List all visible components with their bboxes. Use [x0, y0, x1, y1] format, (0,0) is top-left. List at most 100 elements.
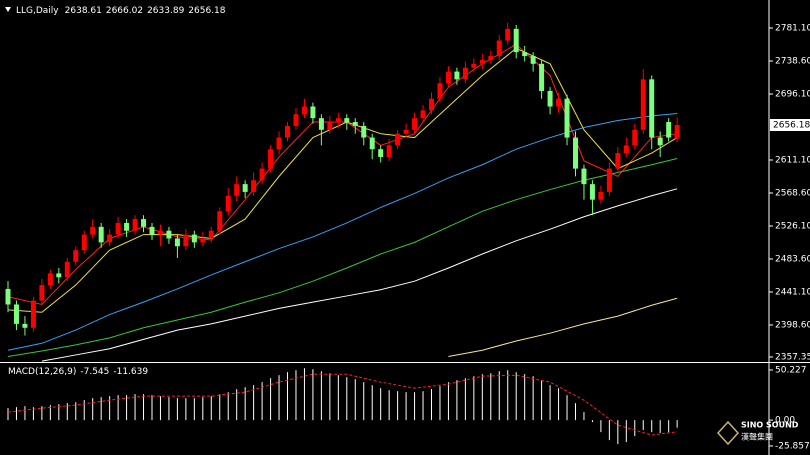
candle-body — [606, 168, 612, 192]
candle-body — [403, 129, 409, 134]
candle-body — [454, 71, 460, 80]
candle-body — [513, 28, 519, 53]
candle-body — [39, 285, 45, 301]
candle-body — [522, 52, 528, 57]
candle-body — [166, 230, 172, 239]
candle-body — [369, 137, 375, 150]
candle-body — [632, 129, 638, 146]
candle-body — [640, 79, 646, 130]
candle-body — [73, 250, 79, 262]
candle-body — [234, 184, 240, 196]
candle-body — [589, 184, 595, 200]
candle-body — [327, 122, 333, 130]
watermark: SINO SOUND 漢聲集團 — [716, 420, 799, 446]
moving-average — [41, 188, 678, 362]
candle-body — [623, 145, 629, 154]
candle-body — [412, 118, 418, 130]
candle-body — [208, 230, 214, 239]
candle-body — [386, 145, 392, 157]
candle-body — [183, 234, 189, 247]
moving-average — [7, 113, 678, 351]
candle-body — [530, 56, 536, 64]
candle-body — [22, 323, 28, 328]
candle-body — [107, 234, 113, 243]
macd-header: MACD(12,26,9) -7.545 -11.639 — [8, 367, 148, 377]
candle-body — [471, 63, 477, 68]
y-tick-label: 2611.10 — [775, 156, 810, 166]
signal-value: -11.639 — [113, 367, 148, 377]
moving-average — [448, 297, 678, 357]
candle-body — [285, 125, 291, 138]
y-tick-label: 2738.60 — [775, 57, 810, 67]
candle-body — [141, 219, 147, 227]
chart-header: LLG,Daily 2638.61 2666.02 2633.89 2656.18 — [16, 6, 226, 16]
y-tick-label: 2357.35 — [775, 352, 810, 362]
candle-body — [395, 133, 401, 146]
watermark-name: SINO SOUND — [741, 421, 799, 430]
y-tick-label: 2781.10 — [775, 24, 810, 34]
candle-body — [488, 56, 494, 60]
y-tick-label: 2441.10 — [775, 287, 810, 297]
candle-body — [13, 304, 19, 324]
moving-average — [7, 158, 678, 357]
candle-body — [225, 195, 231, 212]
candle-body — [581, 168, 587, 185]
candle-body — [157, 230, 163, 235]
candle-body — [217, 211, 223, 231]
candle-body — [462, 67, 468, 80]
candle-body — [556, 98, 562, 107]
candle-body — [149, 226, 155, 235]
y-tick-label: 2526.10 — [775, 221, 810, 231]
candle-body — [429, 98, 434, 111]
price-label: 2656.18 — [773, 121, 810, 131]
candle-body — [81, 234, 87, 251]
y-tick-label: 2568.60 — [775, 188, 810, 198]
candle-body — [30, 300, 36, 328]
macd-value: -7.545 — [80, 367, 109, 377]
candle-body — [674, 125, 680, 139]
candle-body — [132, 219, 138, 231]
candle-body — [47, 273, 53, 286]
candle-body — [293, 114, 299, 126]
candle-body — [276, 137, 282, 150]
close-value: 2656.18 — [188, 6, 225, 16]
watermark-name-cn: 漢聲集團 — [741, 432, 773, 442]
high-value: 2666.02 — [106, 6, 143, 16]
candle-body — [5, 288, 11, 305]
candle-body — [649, 79, 655, 138]
candle-body — [200, 238, 206, 243]
candle-body — [505, 28, 511, 41]
candle-body — [268, 149, 274, 169]
candle-body — [115, 222, 121, 235]
candle-body — [124, 222, 130, 231]
candle-body — [378, 149, 384, 157]
candle-body — [437, 83, 443, 99]
candle-body — [98, 226, 104, 243]
candle-body — [64, 261, 70, 278]
candle-body — [90, 226, 96, 235]
candle-body — [191, 234, 197, 243]
candle-body — [344, 118, 350, 123]
y-tick-label: 2398.60 — [775, 320, 810, 330]
candle-body — [318, 118, 324, 130]
candle-body — [479, 59, 485, 64]
candle-body — [666, 122, 672, 138]
y-tick-label: 50.227 — [775, 365, 807, 375]
candle-body — [598, 191, 604, 200]
candle-body — [251, 180, 257, 192]
watermark-logo — [716, 420, 740, 446]
candle-body — [310, 106, 316, 119]
candle-body — [496, 40, 502, 57]
macd-label: MACD(12,26,9) — [8, 367, 76, 377]
candle-body — [361, 125, 367, 138]
y-tick-label: 2483.60 — [775, 254, 810, 264]
candle-body — [572, 137, 578, 169]
y-tick-label: 2696.10 — [775, 90, 810, 100]
candle-body — [445, 71, 451, 84]
open-value: 2638.61 — [65, 6, 102, 16]
candle-body — [615, 153, 621, 169]
chart-title: LLG,Daily — [16, 6, 59, 16]
candle-body — [657, 137, 663, 146]
